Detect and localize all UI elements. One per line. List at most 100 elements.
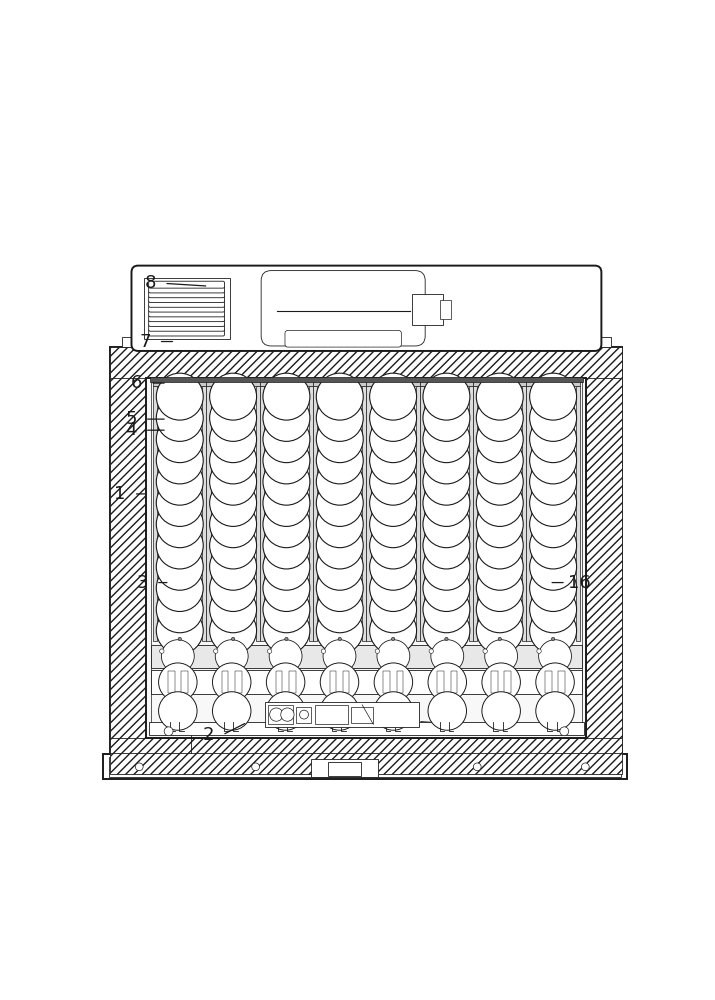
Circle shape xyxy=(209,394,257,441)
Circle shape xyxy=(263,565,310,611)
Circle shape xyxy=(157,543,203,590)
FancyBboxPatch shape xyxy=(149,300,225,307)
Circle shape xyxy=(476,394,523,441)
Bar xyxy=(383,671,390,693)
Bar xyxy=(222,671,228,693)
Circle shape xyxy=(316,394,363,441)
Circle shape xyxy=(157,437,203,484)
FancyBboxPatch shape xyxy=(149,315,225,322)
Circle shape xyxy=(423,394,470,441)
Circle shape xyxy=(377,640,410,673)
Bar xyxy=(327,762,361,776)
Circle shape xyxy=(263,501,310,548)
Bar xyxy=(420,380,473,386)
Bar xyxy=(313,386,317,641)
Bar xyxy=(207,380,260,386)
Circle shape xyxy=(476,607,523,654)
Bar xyxy=(547,643,563,647)
Circle shape xyxy=(530,479,576,526)
Circle shape xyxy=(209,458,257,505)
Circle shape xyxy=(536,692,574,730)
Circle shape xyxy=(530,607,576,654)
Bar xyxy=(558,671,565,693)
Circle shape xyxy=(157,458,203,505)
Bar xyxy=(152,730,185,733)
Bar xyxy=(289,671,295,693)
Circle shape xyxy=(316,543,363,590)
Circle shape xyxy=(374,663,413,701)
Circle shape xyxy=(316,479,363,526)
Circle shape xyxy=(267,692,305,730)
Circle shape xyxy=(209,586,257,633)
Circle shape xyxy=(157,479,203,526)
Circle shape xyxy=(320,692,359,730)
Bar xyxy=(342,671,350,693)
Bar xyxy=(153,380,207,386)
Bar xyxy=(110,347,623,378)
Bar xyxy=(366,386,370,641)
Circle shape xyxy=(538,640,571,673)
Circle shape xyxy=(212,692,251,730)
Circle shape xyxy=(281,708,294,721)
Circle shape xyxy=(530,565,576,611)
Bar xyxy=(122,337,611,347)
Bar xyxy=(151,670,582,694)
Circle shape xyxy=(209,543,257,590)
Circle shape xyxy=(498,637,501,641)
Text: 8: 8 xyxy=(144,274,156,292)
Circle shape xyxy=(482,663,521,701)
Circle shape xyxy=(423,607,470,654)
Bar xyxy=(296,707,311,723)
Bar xyxy=(235,671,242,693)
Circle shape xyxy=(530,586,576,633)
Bar xyxy=(168,671,174,693)
Bar xyxy=(223,643,240,647)
Circle shape xyxy=(530,522,576,569)
Bar xyxy=(351,707,373,723)
Circle shape xyxy=(536,663,574,701)
Bar xyxy=(469,386,473,641)
Circle shape xyxy=(263,479,310,526)
Circle shape xyxy=(209,373,257,420)
Text: 4: 4 xyxy=(125,421,137,439)
Circle shape xyxy=(157,373,203,420)
FancyBboxPatch shape xyxy=(285,330,401,347)
Bar xyxy=(366,380,420,386)
Circle shape xyxy=(157,607,203,654)
Circle shape xyxy=(423,501,470,548)
Circle shape xyxy=(485,640,518,673)
Circle shape xyxy=(316,416,363,463)
Circle shape xyxy=(157,565,203,611)
Circle shape xyxy=(483,649,488,653)
Bar xyxy=(207,386,211,641)
Bar xyxy=(169,643,186,647)
Bar xyxy=(255,386,260,641)
Circle shape xyxy=(370,543,417,590)
Circle shape xyxy=(423,522,470,569)
Circle shape xyxy=(212,663,251,701)
Circle shape xyxy=(263,373,310,420)
Circle shape xyxy=(537,649,541,653)
FancyBboxPatch shape xyxy=(149,320,225,326)
Circle shape xyxy=(370,479,417,526)
Circle shape xyxy=(370,373,417,420)
Bar xyxy=(331,643,347,647)
Circle shape xyxy=(476,543,523,590)
FancyBboxPatch shape xyxy=(149,310,225,317)
Circle shape xyxy=(209,501,257,548)
Circle shape xyxy=(269,640,302,673)
Text: 5: 5 xyxy=(125,410,137,428)
Bar xyxy=(586,347,623,754)
Bar xyxy=(309,386,313,641)
Circle shape xyxy=(157,501,203,548)
Circle shape xyxy=(370,437,417,484)
Circle shape xyxy=(476,458,523,505)
Circle shape xyxy=(323,640,356,673)
Bar xyxy=(420,386,424,641)
Circle shape xyxy=(581,763,589,771)
Bar xyxy=(151,382,582,734)
Circle shape xyxy=(215,640,248,673)
Bar xyxy=(545,671,552,693)
Circle shape xyxy=(423,416,470,463)
Circle shape xyxy=(370,607,417,654)
